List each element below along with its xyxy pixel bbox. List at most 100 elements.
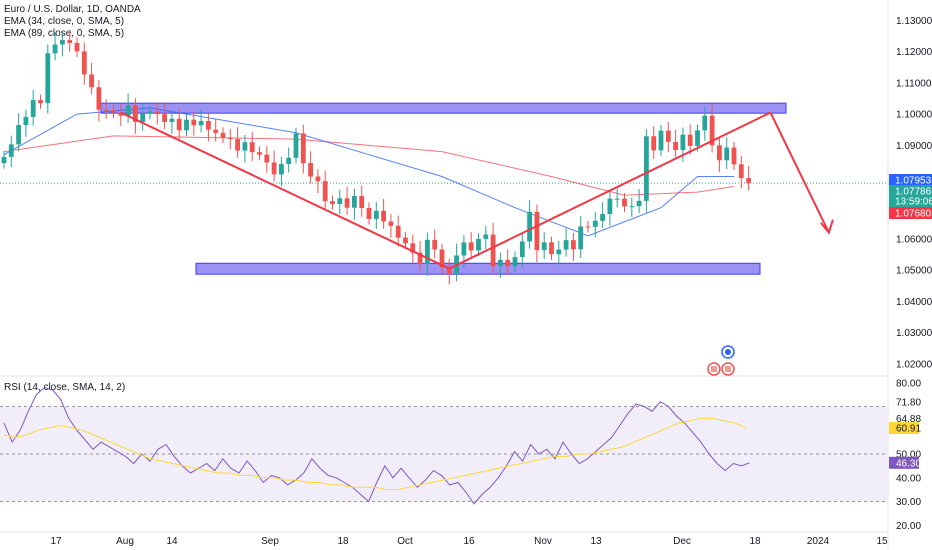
candle-body <box>483 234 489 239</box>
candle-body <box>417 252 423 264</box>
rsi-badge-label: 46.30 <box>896 458 921 469</box>
candle-body <box>118 112 124 116</box>
sr-zone-1 <box>100 102 787 114</box>
candle-body <box>549 242 554 255</box>
candle-body <box>257 152 262 155</box>
candle-body <box>271 162 277 175</box>
candle-body <box>717 145 722 161</box>
candle-body <box>315 176 321 182</box>
candle-body <box>111 110 116 113</box>
rsi-legend-label: RSI (14, close, SMA, 14, 2) <box>4 382 126 393</box>
candle-body <box>738 164 744 179</box>
trend-line-3 <box>769 112 830 234</box>
rsi-tick-label: 30.00 <box>896 497 921 508</box>
candle-body <box>30 100 36 117</box>
candle-body <box>658 130 664 151</box>
time-tick-label: 2024 <box>807 536 830 547</box>
candle-body <box>176 118 182 131</box>
candle-body <box>425 239 430 264</box>
candle-body <box>563 240 569 250</box>
trend-arrow-head <box>820 219 834 235</box>
candle-body <box>571 240 576 250</box>
rsi-badge <box>889 422 919 435</box>
candle-body <box>636 200 642 207</box>
rsi-badge-label: 60.91 <box>896 424 921 435</box>
ema-89-line <box>3 135 735 196</box>
ema-34-line <box>3 107 734 237</box>
candle-body <box>23 116 29 126</box>
candle-body <box>133 105 138 122</box>
candle-body <box>279 164 284 175</box>
candle-body <box>446 267 452 275</box>
time-tick-label: Nov <box>534 536 552 547</box>
candle-body <box>490 234 496 267</box>
candle-body <box>439 249 445 268</box>
candle-body <box>16 125 21 145</box>
price-tick-label: 1.05000 <box>896 266 932 277</box>
time-tick-label: 16 <box>463 536 475 547</box>
flag-icon-fill <box>725 366 731 372</box>
candle-body <box>1 156 7 164</box>
candle-body <box>665 130 671 142</box>
price-badge-label: 1.07953 <box>895 176 932 187</box>
candle-body <box>147 111 153 114</box>
price-badge-countdown <box>889 195 932 207</box>
candle-body <box>381 210 386 222</box>
candle-body <box>359 195 365 209</box>
time-tick-label: Dec <box>673 536 691 547</box>
candle-body <box>629 206 635 208</box>
event-icon-dot <box>725 349 731 355</box>
rsi-tick-label: 50.00 <box>896 450 921 461</box>
candle-body <box>527 211 532 242</box>
candle-body <box>585 226 591 228</box>
candle-body <box>505 259 511 267</box>
candle-body <box>286 157 292 165</box>
price-badge-label: 1.07786 <box>895 187 932 198</box>
candle-body <box>461 242 467 256</box>
price-tick-label: 1.04000 <box>896 297 932 308</box>
candle-body <box>198 120 204 126</box>
candle-body <box>103 109 109 111</box>
price-badge-label: 13:59:06 <box>895 197 932 208</box>
price-tick-label: 1.12000 <box>896 47 932 58</box>
candle-body <box>702 115 708 131</box>
candle-body <box>67 40 73 43</box>
candle-body <box>534 211 540 251</box>
candle-body <box>476 238 481 251</box>
candle-body <box>519 241 525 258</box>
rsi-line <box>3 386 750 505</box>
candle-body <box>184 119 189 131</box>
candle-body <box>410 243 416 253</box>
time-tick-label: 15 <box>876 536 888 547</box>
trend-line-2 <box>448 111 771 270</box>
candle-body <box>227 137 233 140</box>
candle-body <box>600 213 605 221</box>
rsi-tick-label: 80.00 <box>896 378 921 389</box>
rsi-tick-label: 71.80 <box>896 398 921 409</box>
candle-body <box>607 198 613 214</box>
candle-body <box>249 142 255 153</box>
time-tick-label: Sep <box>261 536 279 547</box>
price-tick-label: 1.10000 <box>896 110 932 121</box>
symbol-title: Euro / U.S. Dollar, 1D, OANDA <box>4 4 141 15</box>
flag-icon-fill <box>711 366 717 372</box>
candle-body <box>38 100 43 104</box>
candle-body <box>709 115 715 146</box>
candle-body <box>293 133 299 158</box>
ema-89-legend: EMA (89, close, 0, SMA, 5) <box>4 28 125 39</box>
candle-body <box>60 40 65 45</box>
candle-body <box>125 105 131 116</box>
candle-body <box>644 136 649 201</box>
candle-body <box>140 113 146 122</box>
rsi-tick-label: 64.88 <box>896 414 921 425</box>
price-tick-label: 1.02000 <box>896 359 932 370</box>
price-badge-label: 1.07680 <box>895 209 932 220</box>
time-tick-label: Aug <box>116 536 134 547</box>
candle-body <box>81 51 87 75</box>
candle-body <box>235 139 240 151</box>
candle-body <box>731 147 737 165</box>
time-tick-label: 13 <box>590 536 602 547</box>
candle-body <box>395 225 401 238</box>
price-tick-label: 1.11000 <box>896 78 932 89</box>
